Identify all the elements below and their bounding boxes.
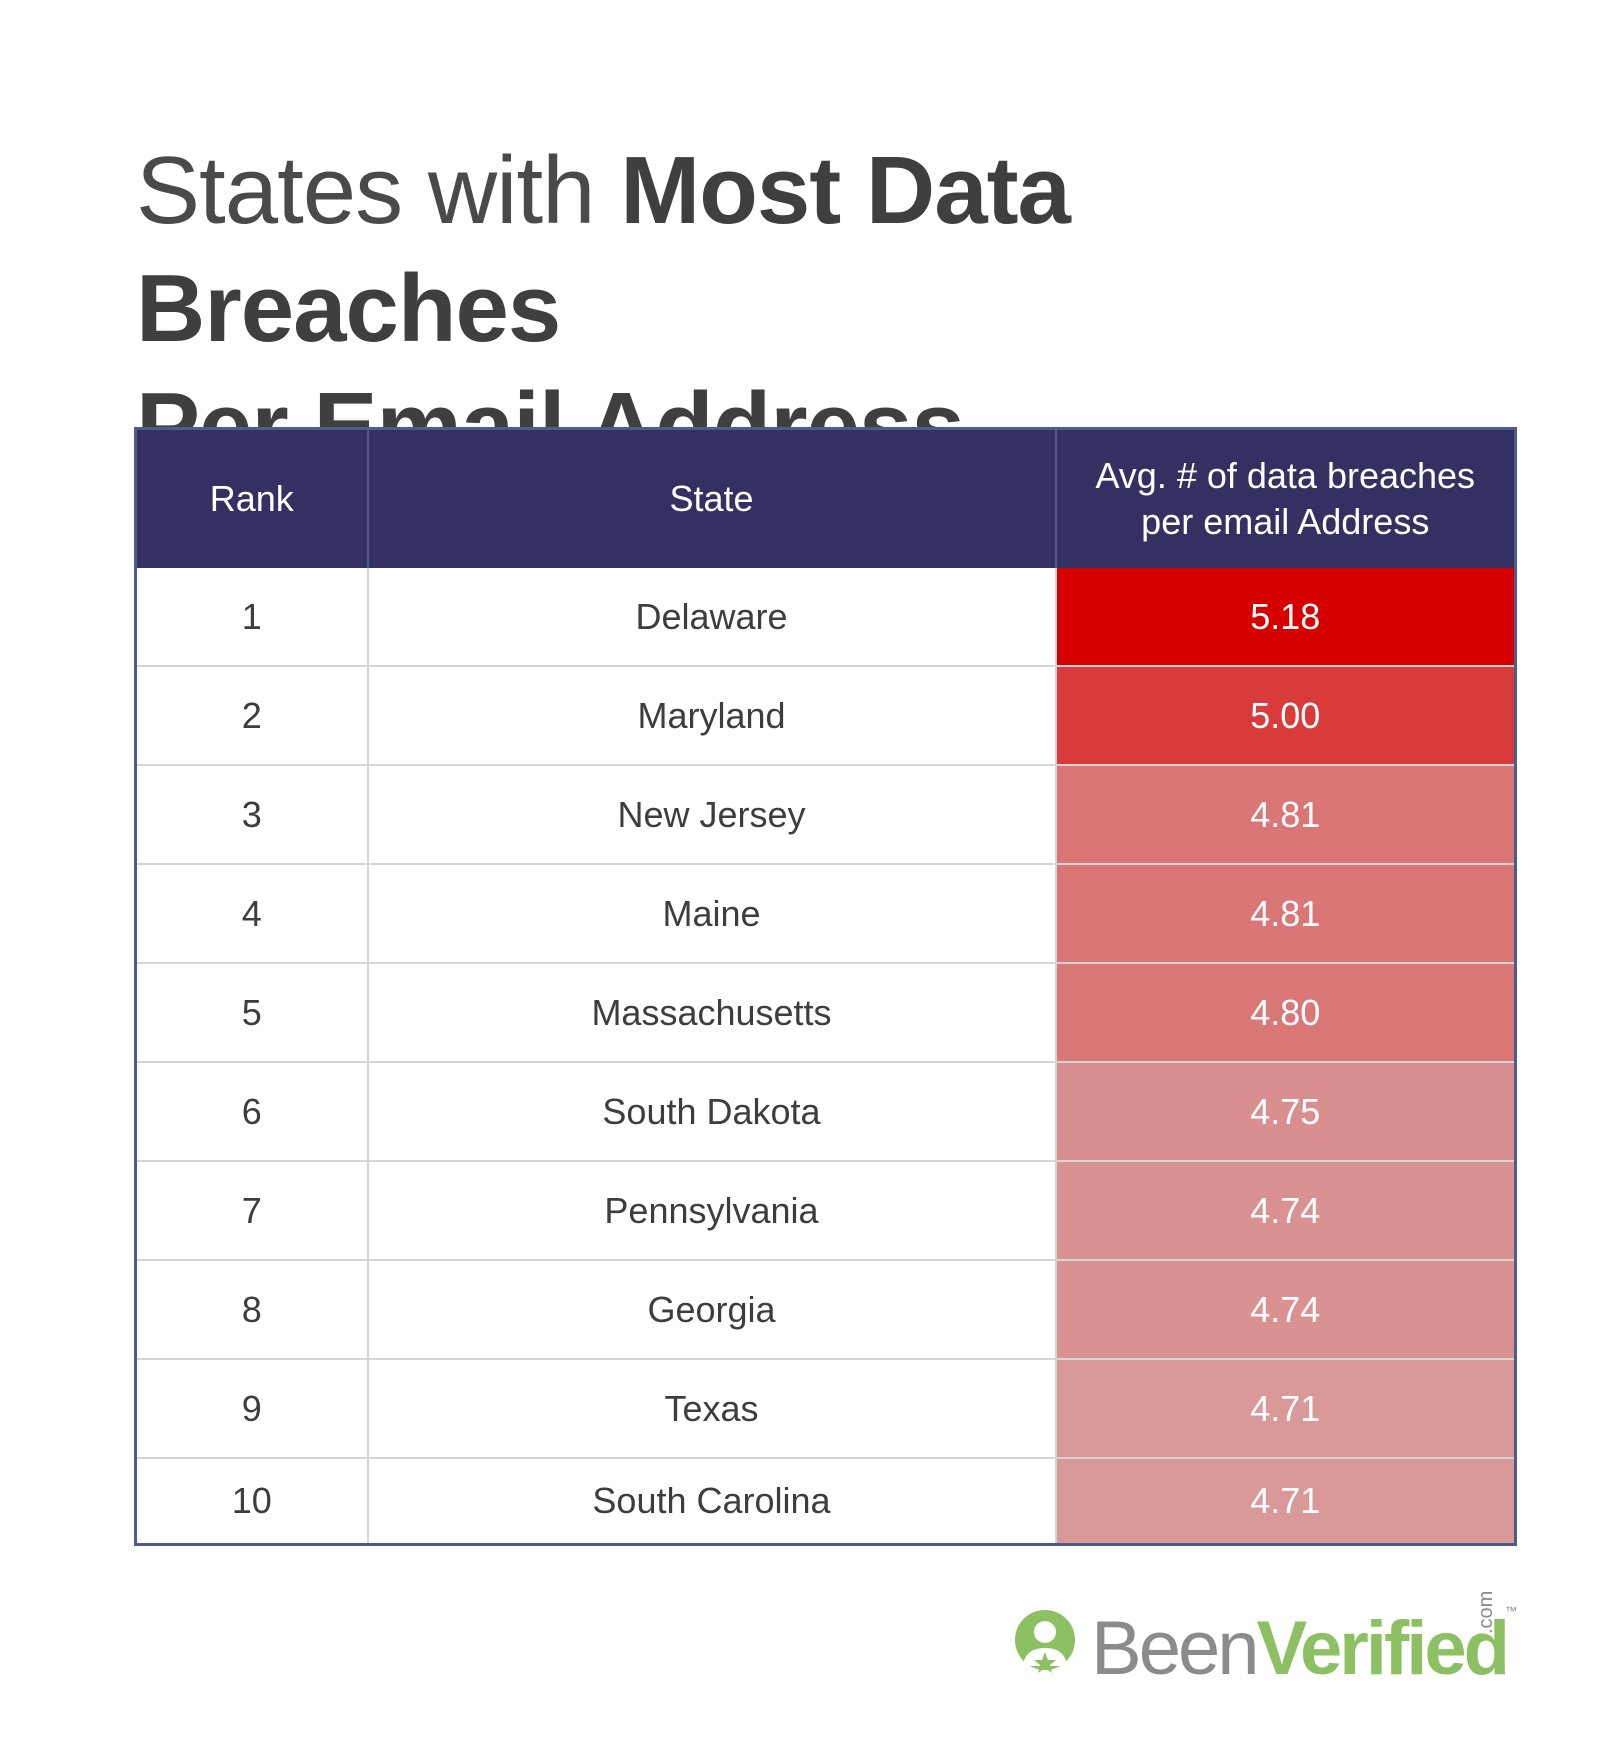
header-state: State [366, 428, 1056, 568]
title-light: States with [136, 137, 621, 244]
beenverified-logo: BeenVerified .com ™ [1005, 1591, 1525, 1694]
rank-cell: 5 [135, 962, 368, 1062]
value-cell: 4.74 [1054, 1160, 1516, 1260]
table-row: 9 Texas 4.71 [135, 1358, 1516, 1458]
breach-table: Rank State Avg. # of data breaches per e… [134, 427, 1517, 1546]
table-row: 5 Massachusetts 4.80 [135, 962, 1516, 1062]
table-body: 1 Delaware 5.18 2 Maryland 5.00 3 New Jersey 4.8… [135, 568, 1516, 1545]
state-cell: Maine [366, 863, 1056, 963]
logo-been: Been [1091, 1606, 1259, 1691]
logo-tm: ™ [1505, 1604, 1517, 1618]
table-row: 4 Maine 4.81 [135, 863, 1516, 963]
state-cell: Pennsylvania [366, 1160, 1056, 1260]
rank-cell: 2 [135, 665, 368, 765]
table-row: 1 Delaware 5.18 [136, 568, 1516, 666]
value-cell: 5.18 [1054, 568, 1516, 666]
person-star-icon [1015, 1610, 1075, 1673]
value-cell: 4.81 [1054, 764, 1516, 864]
rank-cell: 3 [135, 764, 368, 864]
table-row: 7 Pennsylvania 4.74 [135, 1160, 1516, 1260]
state-cell: Maryland [366, 665, 1056, 765]
value-cell: 5.00 [1054, 665, 1516, 765]
state-cell: Delaware [366, 568, 1056, 666]
rank-cell: 7 [135, 1160, 368, 1260]
table-row: 10 South Carolina 4.71 [135, 1457, 1516, 1545]
state-cell: New Jersey [366, 764, 1056, 864]
rank-cell: 8 [135, 1259, 368, 1359]
rank-cell: 9 [135, 1358, 368, 1458]
state-cell: Texas [366, 1358, 1056, 1458]
rank-cell: 10 [135, 1457, 368, 1545]
header-value-line2: per email Address [1141, 501, 1430, 542]
value-cell: 4.81 [1054, 863, 1516, 963]
header-value-line1: Avg. # of data breaches [1095, 455, 1476, 496]
table-row: 3 New Jersey 4.81 [135, 764, 1516, 864]
value-cell: 4.75 [1054, 1061, 1516, 1161]
rank-cell: 6 [135, 1061, 368, 1161]
state-cell: South Dakota [366, 1061, 1056, 1161]
table-row: 6 South Dakota 4.75 [135, 1061, 1516, 1161]
table-header-row: Rank State Avg. # of data breaches per e… [135, 428, 1516, 568]
table-row: 8 Georgia 4.74 [135, 1259, 1516, 1359]
rank-cell: 1 [241, 595, 262, 637]
value-cell: 4.71 [1054, 1358, 1516, 1458]
rank-cell: 4 [135, 863, 368, 963]
table-row: 2 Maryland 5.00 [135, 665, 1516, 765]
header-value: Avg. # of data breaches per email Addres… [1054, 428, 1516, 568]
logo-verified: Verified [1256, 1606, 1511, 1691]
title-bold-line1: Most Data Breaches [136, 137, 1071, 362]
header-rank: Rank [135, 428, 368, 568]
state-cell: South Carolina [366, 1457, 1056, 1545]
value-cell: 4.71 [1054, 1457, 1516, 1545]
state-cell: Georgia [366, 1259, 1056, 1359]
logo-wordmark: BeenVerified [1091, 1606, 1511, 1692]
value-cell: 4.74 [1054, 1259, 1516, 1359]
state-cell: Massachusetts [366, 962, 1056, 1062]
value-cell: 4.80 [1054, 962, 1516, 1062]
logo-com: .com [1475, 1590, 1497, 1634]
